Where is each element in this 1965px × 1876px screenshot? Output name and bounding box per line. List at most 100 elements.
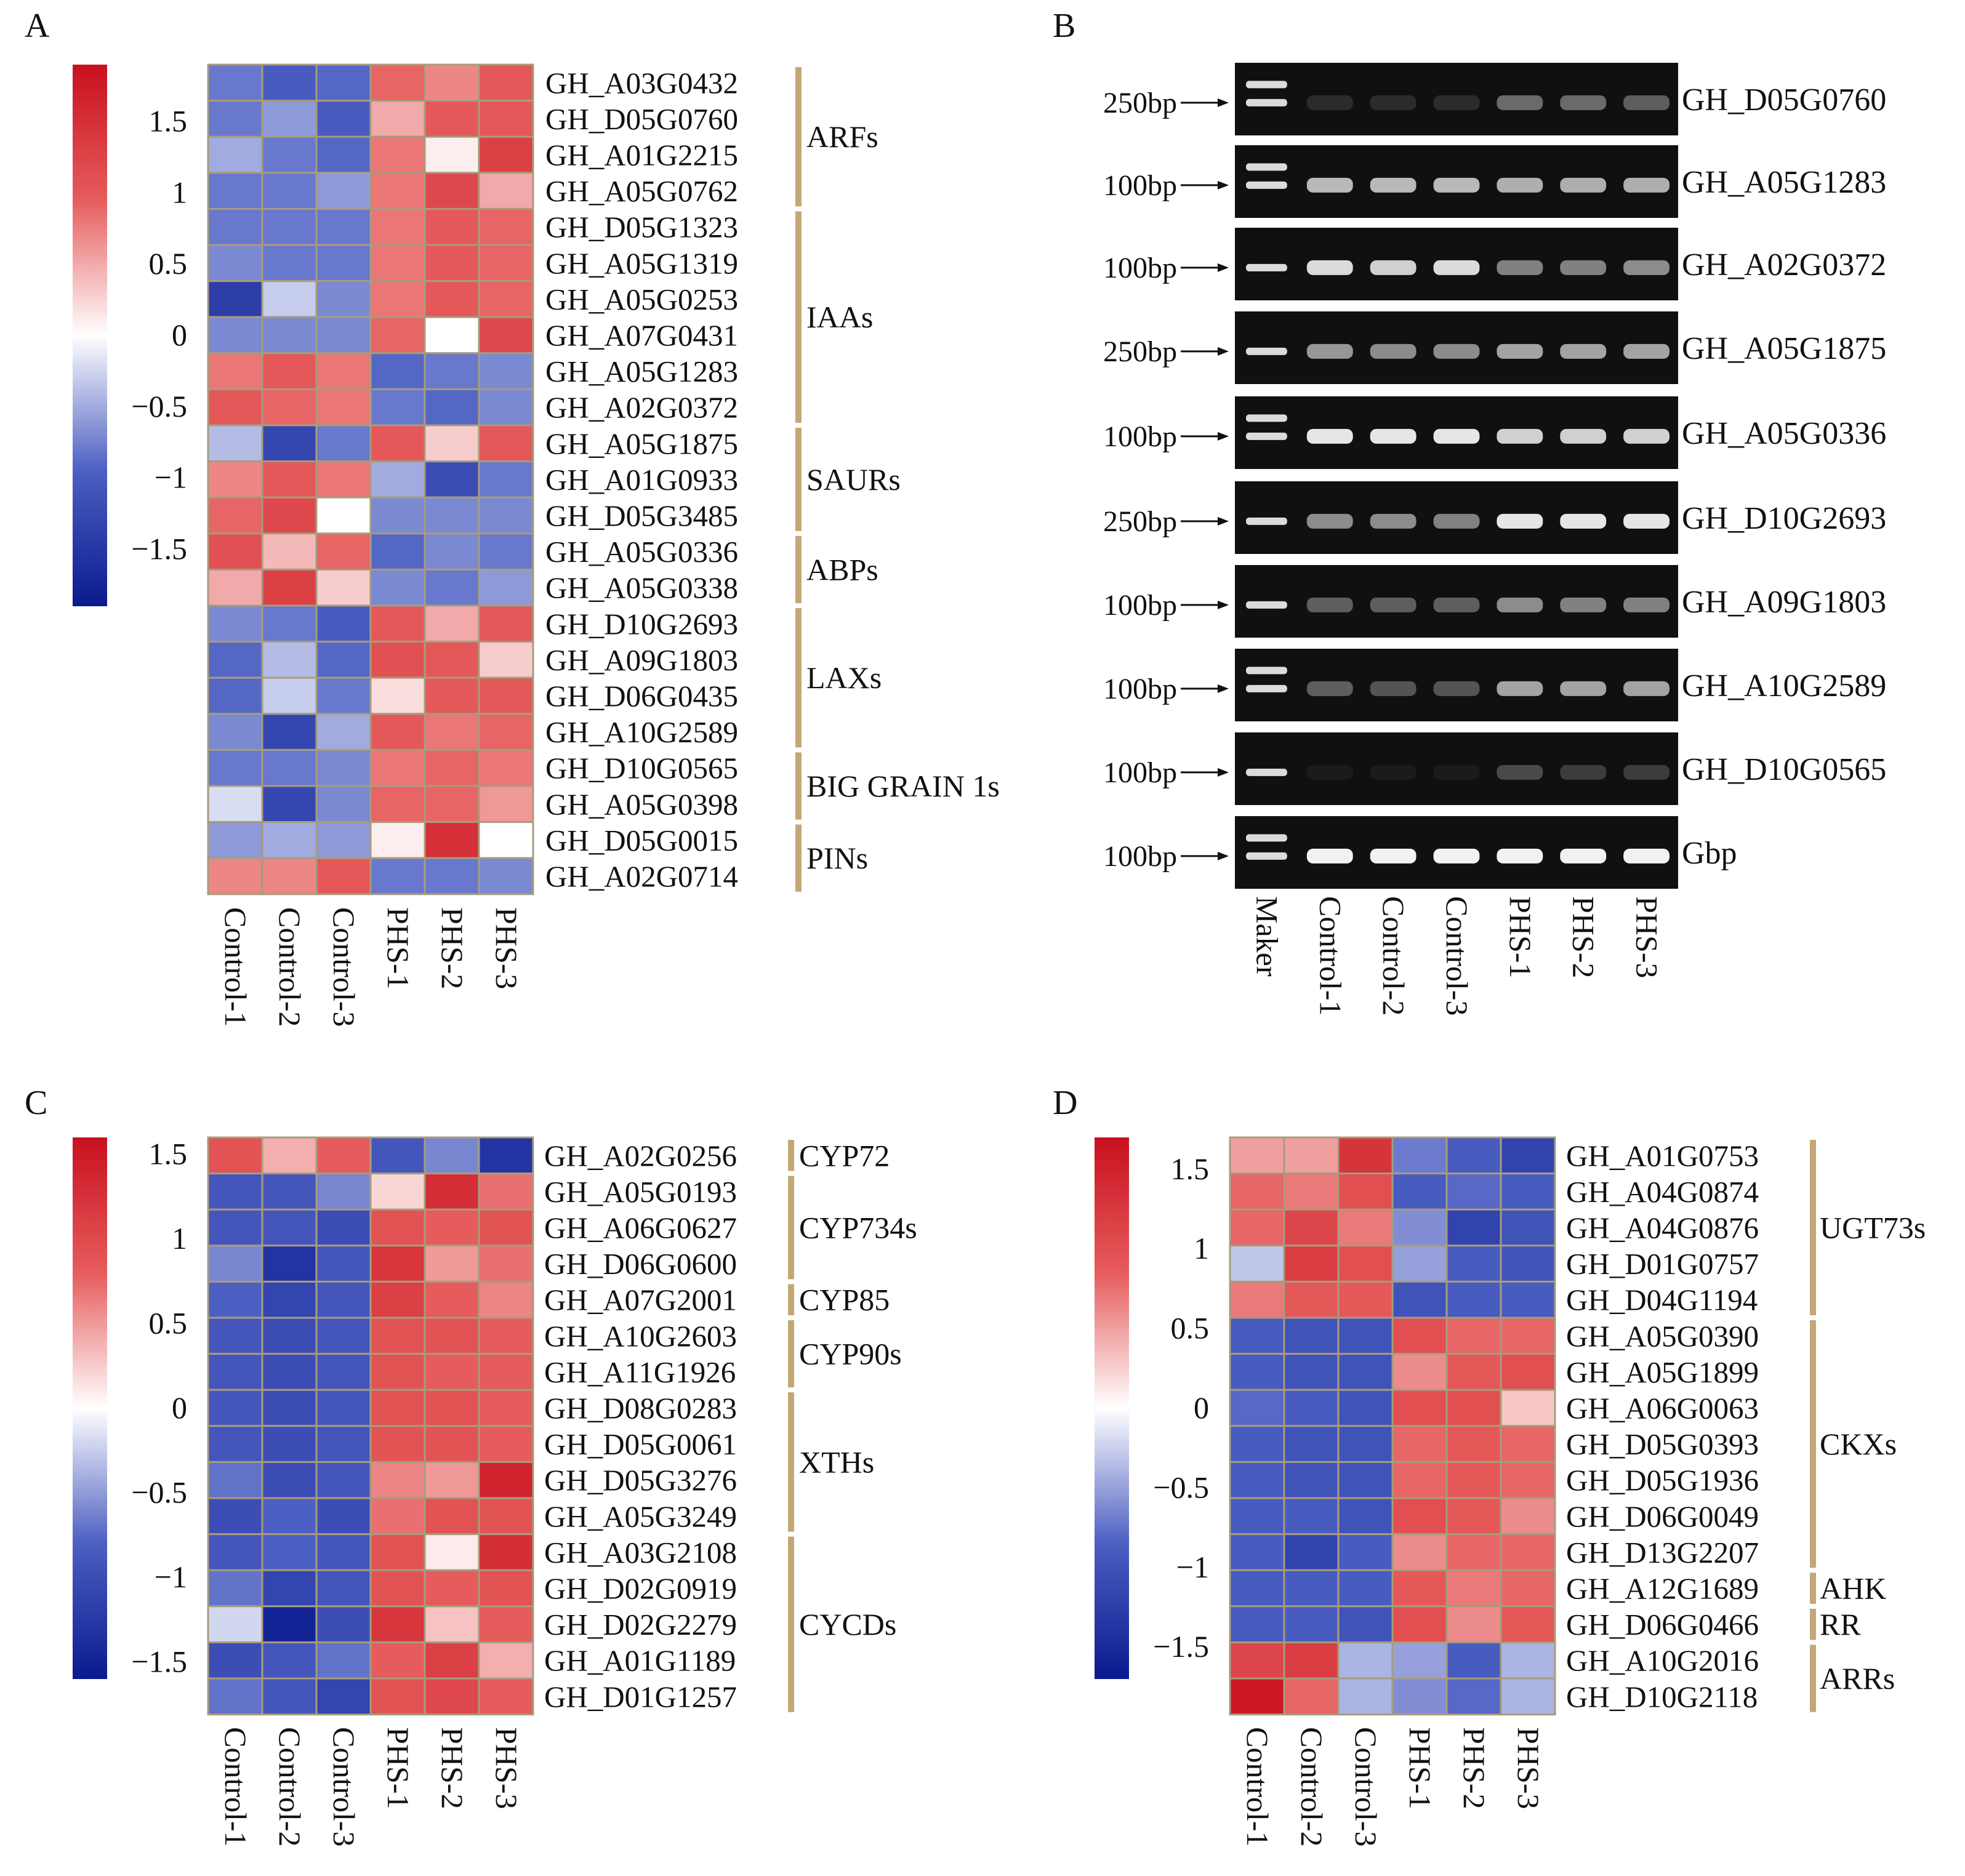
panel-d-cell: [1229, 1461, 1285, 1499]
panel-d-group-bracket: [1810, 1573, 1816, 1604]
panel-a-cell: [478, 785, 534, 824]
panel-c-cell: [424, 1389, 480, 1427]
panel-c-cell: [207, 1425, 263, 1463]
panel-a-cell: [369, 821, 426, 859]
panel-a-cell: [315, 280, 372, 318]
panel-d-cell: [1283, 1425, 1340, 1463]
panel-c-cell: [369, 1461, 426, 1499]
panel-d-cell: [1283, 1353, 1340, 1391]
gel-band: [1623, 764, 1670, 780]
gel-band: [1560, 848, 1607, 864]
panel-d-cell: [1445, 1605, 1502, 1643]
panel-c-cell: [369, 1677, 426, 1716]
panel-c-cell: [478, 1136, 534, 1175]
gel-ladder-band: [1246, 263, 1287, 271]
panel-d-cell: [1445, 1280, 1502, 1319]
panel-a-row-label: GH_A01G2215: [545, 138, 738, 172]
gel-marker-label: 250bp: [1103, 505, 1177, 538]
panel-a-cell: [424, 532, 480, 571]
panel-c-row-label: GH_A06G0627: [544, 1211, 737, 1245]
panel-d-group-label-arrs: ARRs: [1820, 1661, 1895, 1696]
panel-a-cell: [424, 388, 480, 427]
panel-c-row-label: GH_A05G0193: [544, 1175, 737, 1209]
panel-a-cell: [207, 496, 263, 535]
panel-a-cell: [369, 424, 426, 463]
gel-band: [1306, 95, 1353, 110]
gel-band: [1560, 764, 1607, 780]
panel-a-cell: [315, 63, 372, 102]
panel-d-cell: [1445, 1641, 1502, 1680]
panel-a-colorbar: [73, 65, 107, 606]
panel-c-cell: [424, 1641, 480, 1680]
panel-a-group-bracket: [795, 535, 802, 603]
panel-a-cell: [424, 857, 480, 896]
gel-band: [1370, 681, 1416, 696]
panel-a-cell: [261, 821, 318, 859]
panel-a-cell: [369, 63, 426, 102]
panel-a-cell: [207, 172, 263, 210]
panel-c-cell: [424, 1677, 480, 1716]
panel-a-colorbar-tick-label: 1: [172, 175, 187, 209]
panel-c-cell: [261, 1136, 318, 1175]
panel-d-row-label: GH_D05G0393: [1566, 1427, 1759, 1461]
panel-a-cell: [478, 135, 534, 174]
panel-a-row-label: GH_A05G1283: [545, 355, 738, 388]
panel-c-row-label: GH_A02G0256: [544, 1139, 737, 1172]
gel-ladder-band: [1246, 347, 1287, 355]
gel-band: [1560, 343, 1607, 359]
panel-a-cell: [369, 244, 426, 283]
panel-c-row-label: GH_A03G2108: [544, 1536, 737, 1569]
panel-a-group-label-abps: ABPs: [806, 552, 878, 587]
panel-c-row-label: GH_D05G0061: [544, 1427, 737, 1461]
panel-a-row-label: GH_D05G3485: [545, 499, 738, 533]
panel-a-cell: [315, 641, 372, 679]
panel-a-group-bracket: [795, 608, 802, 748]
panel-c-cell: [207, 1677, 263, 1716]
gel-panel-b: 250bp GH_D05G0760 100bp GH_A05G1283 100bp GH_…: [1103, 63, 1886, 1016]
panel-a-cell: [369, 316, 426, 355]
gel-gene-label: GH_A09G1803: [1682, 585, 1886, 620]
gel-gene-label: GH_D10G2693: [1682, 501, 1886, 536]
gel-gene-label: GH_D05G0760: [1682, 82, 1886, 118]
panel-d-row-label: GH_A10G2016: [1566, 1644, 1759, 1678]
panel-a-cell: [315, 388, 372, 427]
gel-band: [1623, 95, 1670, 110]
gel-band: [1623, 848, 1670, 864]
gel-marker-arrow-head: [1218, 347, 1229, 356]
panel-d-row-label: GH_D13G2207: [1566, 1536, 1759, 1569]
panel-a-cell: [369, 641, 426, 679]
panel-d-row-label: GH_A05G0390: [1566, 1319, 1759, 1353]
panel-d-colorbar-tick-label: 1: [1194, 1231, 1209, 1265]
panel-a-cell: [315, 532, 372, 571]
panel-d-cell: [1445, 1533, 1502, 1571]
panel-d-cell: [1283, 1389, 1340, 1427]
panel-a-cell: [315, 604, 372, 643]
panel-a-cell: [261, 388, 318, 427]
panel-a-column-label: Control-1: [219, 907, 253, 1027]
panel-a-cell: [478, 63, 534, 102]
panel-c-cell: [261, 1172, 318, 1211]
panel-a-cell: [478, 748, 534, 787]
panel-c-row-label: GH_D02G0919: [544, 1572, 737, 1606]
panel-c-cell: [315, 1641, 372, 1680]
panel-c-cell: [207, 1569, 263, 1608]
panel-d-cell: [1337, 1677, 1394, 1716]
panel-c-group-bracket: [788, 1320, 794, 1388]
gel-band: [1433, 597, 1480, 612]
panel-c-cell: [369, 1136, 426, 1175]
gel-band: [1370, 428, 1416, 444]
panel-a-row-label: GH_A05G1875: [545, 427, 738, 460]
panel-d-cell: [1283, 1280, 1340, 1319]
panel-c-column-label: PHS-1: [381, 1727, 416, 1809]
panel-a-cell: [369, 857, 426, 896]
panel-a-cell: [207, 641, 263, 679]
panel-a-cell: [478, 568, 534, 607]
panel-a-cell: [478, 424, 534, 463]
gel-band: [1560, 597, 1607, 612]
gel-band: [1560, 177, 1607, 193]
panel-d-group-bracket: [1810, 1140, 1816, 1315]
gel-ladder-band: [1246, 667, 1287, 675]
panel-d-cell: [1500, 1425, 1556, 1463]
panel-d-cell: [1337, 1425, 1394, 1463]
